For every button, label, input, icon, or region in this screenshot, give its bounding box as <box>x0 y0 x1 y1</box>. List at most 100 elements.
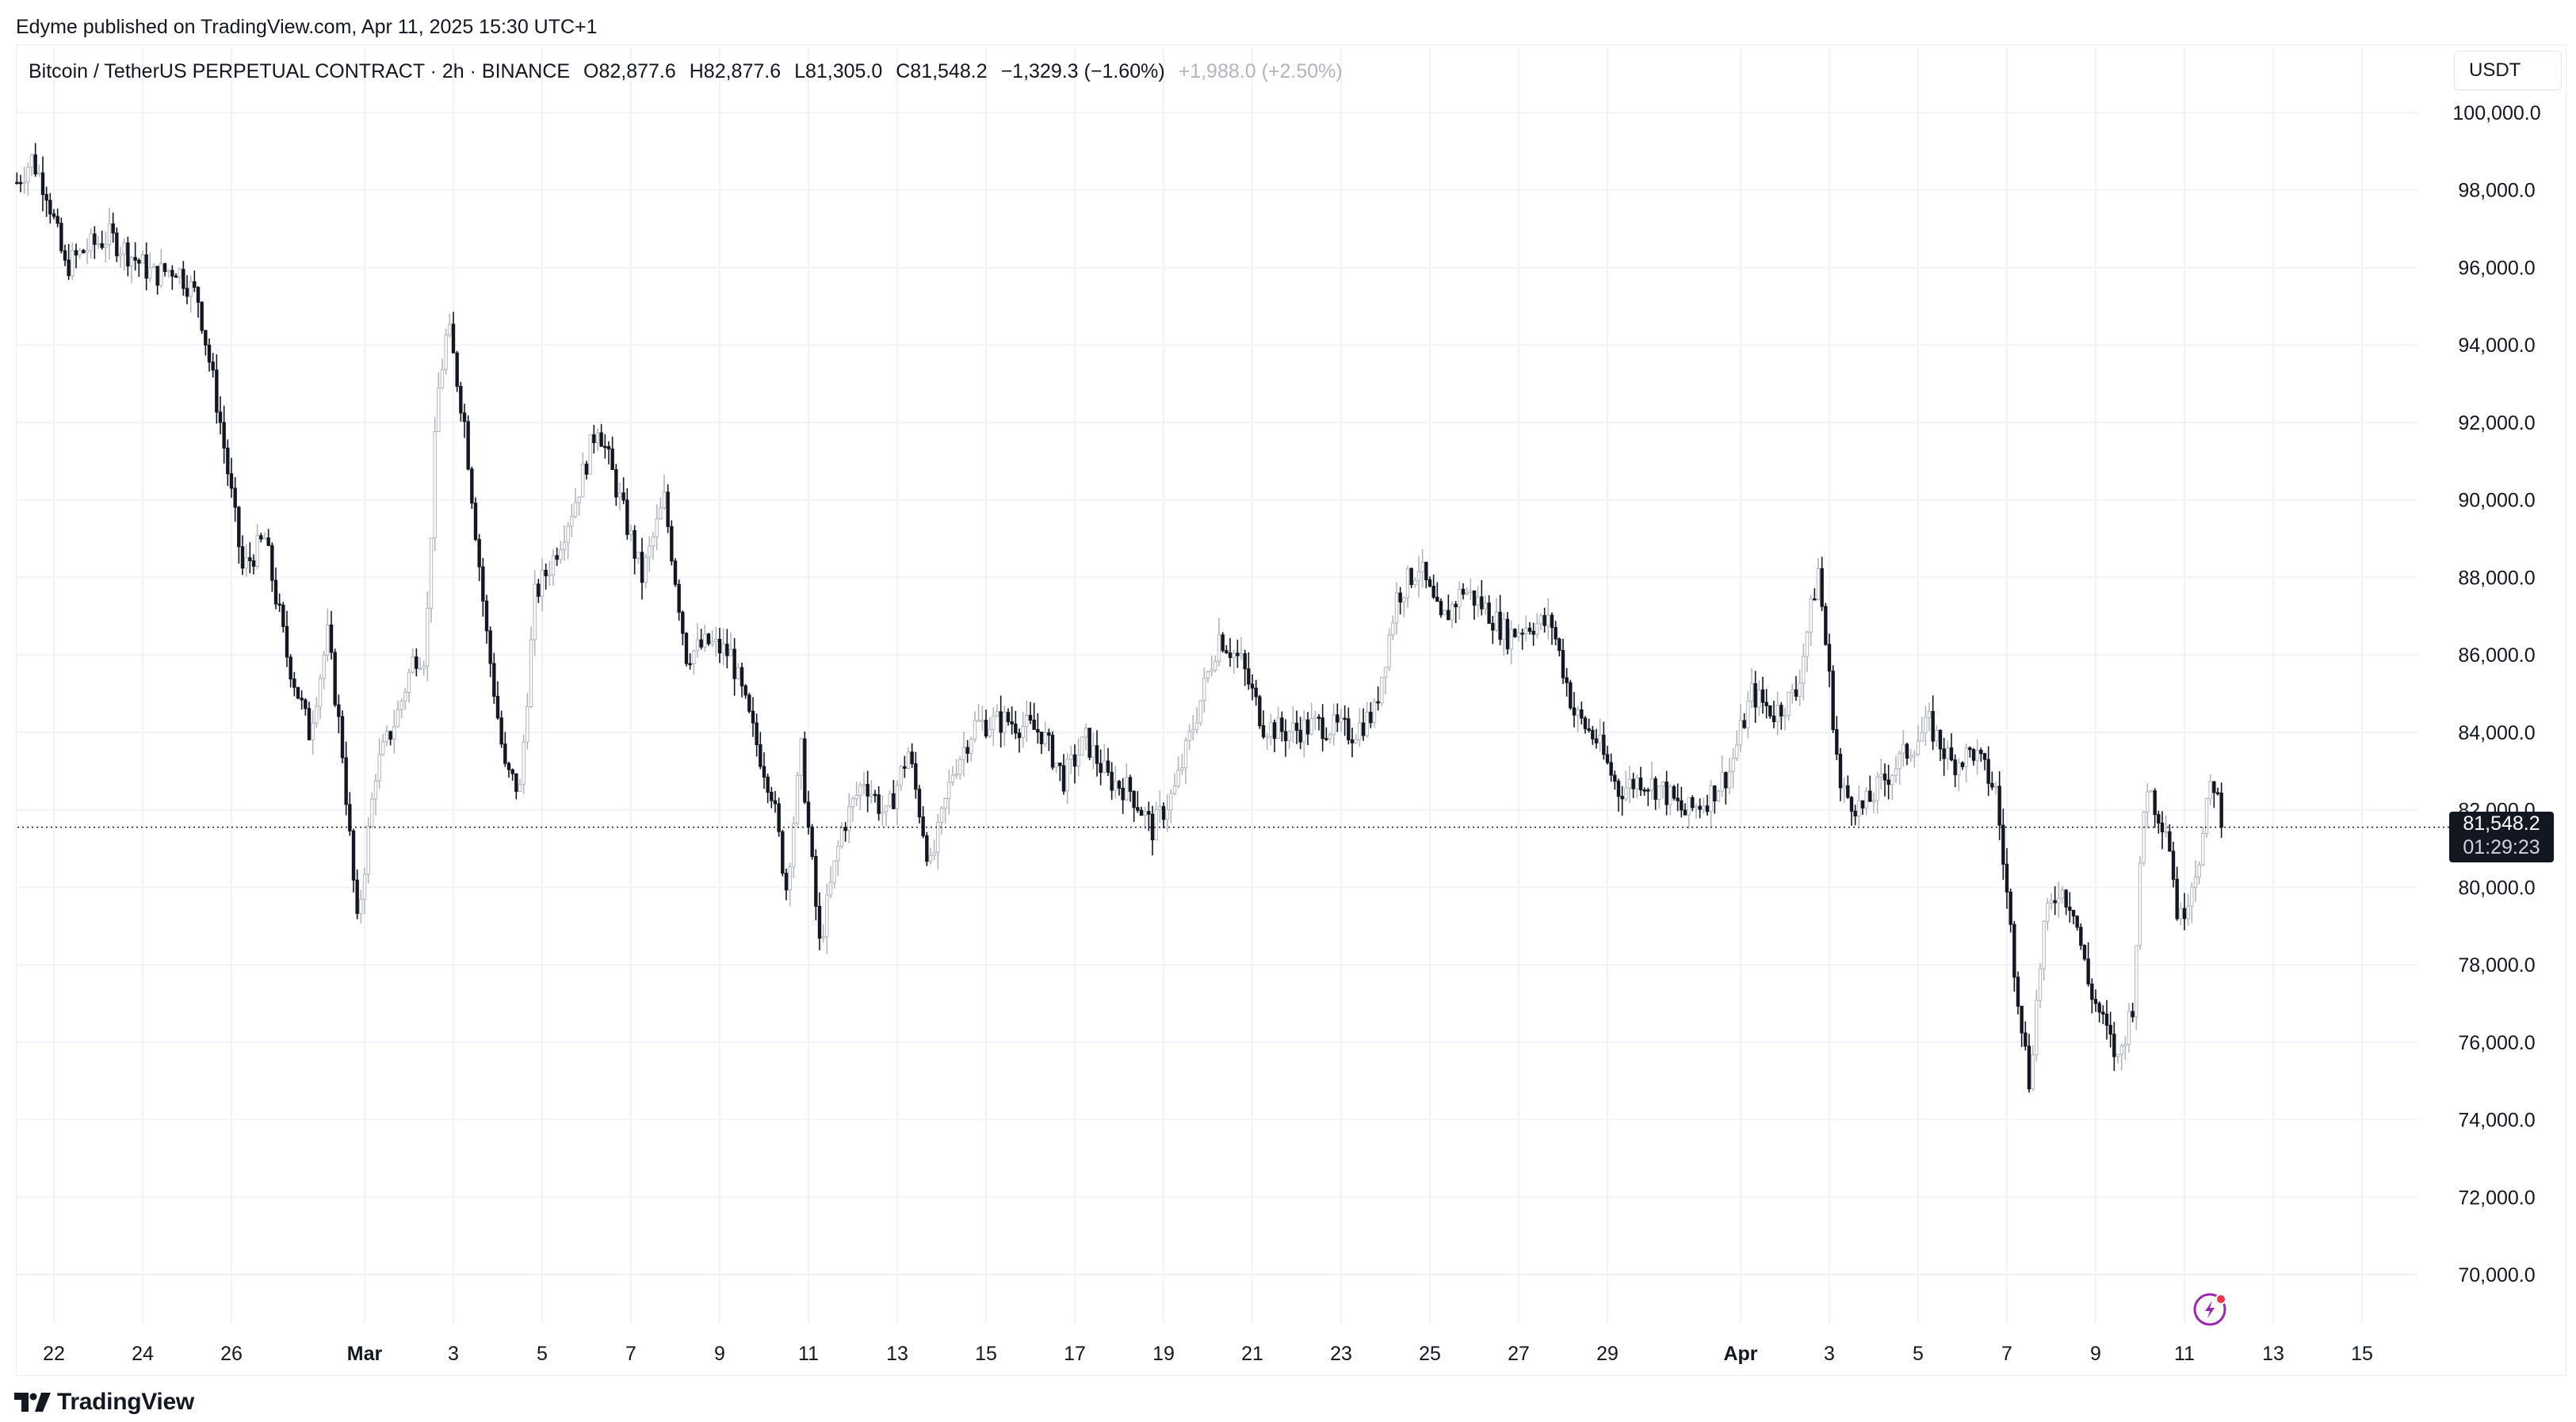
candles <box>15 143 2223 1093</box>
candle <box>858 782 862 810</box>
candle-body <box>1258 696 1262 727</box>
candle-body <box>728 648 733 656</box>
candle-body <box>1605 754 1610 763</box>
candle-body <box>659 507 663 520</box>
candle <box>1594 728 1599 749</box>
candle-body <box>999 711 1003 733</box>
candle-body <box>1247 668 1251 685</box>
candle-body <box>914 763 918 790</box>
time-tick-label: 5 <box>1913 1343 1924 1365</box>
candle <box>2119 1043 2123 1071</box>
candle-body <box>899 766 903 786</box>
candle <box>2219 782 2223 838</box>
candle-body <box>1320 717 1324 740</box>
candle-body <box>1680 800 1684 811</box>
candle-body <box>1465 592 1469 595</box>
candle-body <box>1487 602 1491 624</box>
candle <box>2190 882 2194 923</box>
candle <box>1136 791 1140 813</box>
tradingview-logo[interactable]: TradingView <box>14 1389 194 1416</box>
candle <box>1343 705 1347 736</box>
candle-body <box>570 516 574 527</box>
candle <box>129 255 134 284</box>
candle <box>426 591 430 682</box>
candle <box>193 270 197 292</box>
candle-body <box>2171 851 2176 880</box>
candle <box>710 629 714 648</box>
candle <box>144 242 148 291</box>
candle-body <box>1916 740 1921 755</box>
candle-body <box>1901 743 1905 754</box>
candle <box>1724 771 1728 805</box>
chart-pane[interactable] <box>16 44 2566 1376</box>
candle <box>85 239 90 265</box>
candle-body <box>462 412 467 422</box>
candle <box>1365 701 1369 738</box>
price-tick-label: 80,000.0 <box>2458 877 2535 899</box>
candle-body <box>1443 610 1447 616</box>
candle-body <box>854 795 858 800</box>
candle <box>828 866 833 899</box>
candle <box>2131 1002 2135 1023</box>
candle-body <box>1646 789 1650 792</box>
candle-body <box>1125 777 1129 801</box>
candle-body <box>1172 786 1177 794</box>
candle <box>1210 655 1213 677</box>
candle-body <box>1831 671 1835 730</box>
candle <box>118 247 123 268</box>
candle-body <box>159 263 163 286</box>
symbol-title[interactable]: Bitcoin / TetherUS PERPETUAL CONTRACT · … <box>29 60 571 82</box>
candle <box>633 525 636 575</box>
candle <box>462 403 467 438</box>
candle-body <box>74 250 78 256</box>
candle <box>1971 747 1976 766</box>
candle-body <box>1960 762 1965 767</box>
candle-body <box>1713 785 1717 801</box>
candle <box>555 548 559 567</box>
candle-body <box>37 172 41 175</box>
candle <box>958 756 962 780</box>
candle-body <box>636 552 640 559</box>
candle <box>484 594 489 644</box>
candle <box>82 248 86 254</box>
candle-body <box>1225 650 1229 654</box>
candle-body <box>537 583 541 597</box>
candle-body <box>2193 877 2198 888</box>
candle-body <box>2201 832 2205 866</box>
candle-body <box>2146 791 2150 813</box>
candle-body <box>1857 800 1861 817</box>
candle <box>244 544 248 577</box>
candle-body <box>373 780 378 800</box>
candle <box>1494 598 1499 632</box>
lightning-icon[interactable] <box>2193 1293 2226 1326</box>
candle <box>1753 671 1757 724</box>
candle-body <box>1802 656 1806 684</box>
candle <box>1794 676 1798 701</box>
candle-body <box>1191 728 1195 732</box>
candle-body <box>1250 683 1255 689</box>
candle <box>1276 706 1280 740</box>
candle <box>2212 781 2216 808</box>
candle <box>348 792 352 836</box>
candle-body <box>670 526 674 562</box>
candle <box>610 436 614 470</box>
candle <box>1402 596 1406 617</box>
candle-body <box>1483 602 1488 610</box>
candle-body <box>240 546 245 569</box>
currency-button[interactable]: USDT <box>2454 51 2562 90</box>
candle <box>1416 555 1421 598</box>
candle <box>869 779 873 804</box>
candle-body <box>1202 678 1206 701</box>
candle <box>1439 598 1443 618</box>
candle <box>862 772 866 795</box>
candle-body <box>1842 785 1846 789</box>
candle-body <box>939 808 944 823</box>
candle <box>1139 806 1144 816</box>
candle <box>1202 667 1206 713</box>
candle <box>925 831 929 866</box>
candle-body <box>1398 592 1402 603</box>
candle <box>473 497 478 541</box>
candle <box>1735 730 1739 762</box>
candle <box>562 525 567 561</box>
